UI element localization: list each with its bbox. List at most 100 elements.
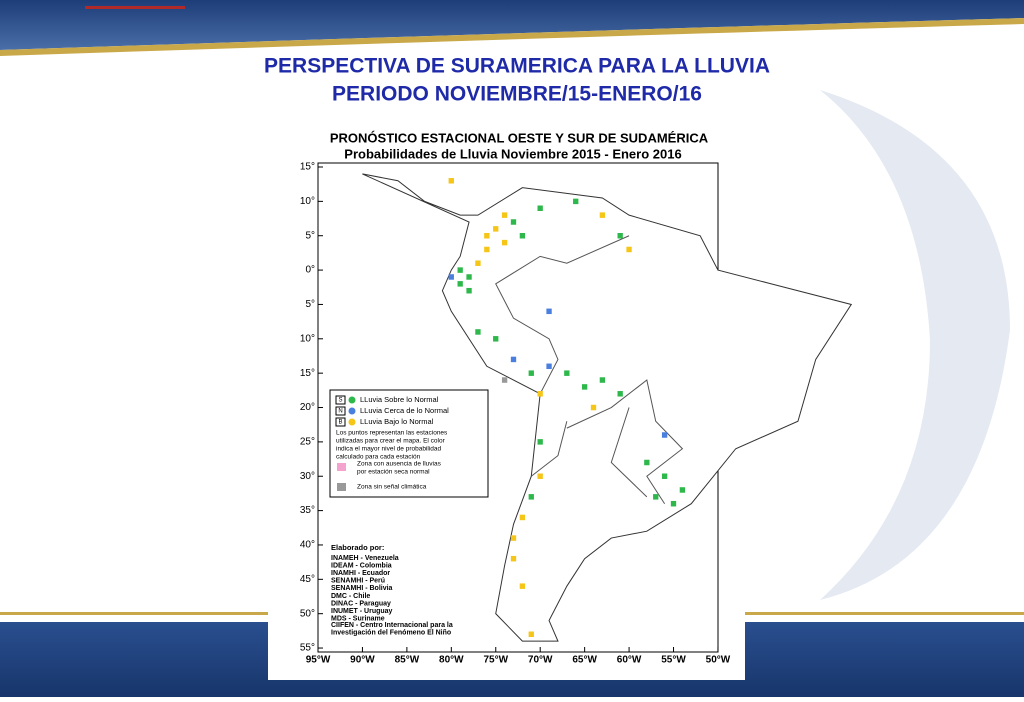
legend-key: B — [338, 420, 342, 426]
station — [644, 459, 650, 466]
station — [519, 232, 526, 239]
lon-label: 95°W — [306, 655, 331, 666]
station — [528, 494, 534, 500]
lon-label: 50°W — [706, 655, 731, 666]
station — [519, 583, 526, 589]
lon-label: 90°W — [350, 655, 375, 666]
accent — [85, 6, 185, 9]
zone-label: por estación seca normal — [357, 469, 430, 476]
slide-title: PERSPECTIVA DE SURAMERICA PARA LA LLUVIA — [264, 55, 770, 78]
credits-title: Elaborado por: — [331, 543, 384, 552]
lat-label: 15° — [300, 368, 315, 379]
coastline — [362, 174, 851, 641]
lon-label: 80°W — [439, 655, 464, 666]
credit: INUMET - Uruguay — [331, 608, 393, 615]
zone-label: Zona sin señal climática — [357, 484, 427, 491]
map-title: PRONÓSTICO ESTACIONAL OESTE Y SUR DE SUD… — [330, 130, 709, 145]
map-geography — [362, 174, 851, 641]
station — [475, 260, 481, 266]
station — [590, 404, 597, 411]
legend-label: LLuvia Cerca de lo Normal — [360, 406, 449, 415]
station — [493, 336, 499, 342]
lon-label: 65°W — [572, 655, 597, 666]
station — [617, 232, 623, 239]
station — [661, 432, 668, 438]
credit: SENAMHI - Perú — [331, 578, 385, 585]
legend-swatch — [348, 418, 356, 426]
station — [510, 356, 517, 363]
lat-label: 10° — [300, 333, 315, 344]
station — [466, 274, 472, 280]
lon-label: 55°W — [661, 655, 686, 666]
lat-label: 30° — [300, 471, 315, 482]
legend-swatch — [348, 396, 356, 404]
lat-label: 40° — [300, 540, 315, 551]
station — [510, 535, 517, 541]
legend-note: Los puntos representan las estaciones — [336, 430, 448, 437]
lat-label: 0° — [305, 265, 315, 276]
legend-note: calculado para cada estación — [336, 454, 421, 461]
lat-label: 5° — [305, 230, 315, 241]
station — [493, 226, 499, 232]
station — [546, 363, 552, 370]
station — [670, 500, 677, 507]
lat-label: 35° — [300, 505, 315, 516]
gold-line — [0, 18, 1024, 56]
credit-footer: CIIFEN - Centro Internacional para la — [331, 622, 453, 629]
lon-label: 75°W — [483, 655, 508, 666]
lon-label: 85°W — [395, 655, 420, 666]
station — [653, 494, 659, 500]
station — [501, 377, 508, 383]
station — [475, 329, 481, 335]
lon-label: 60°W — [617, 655, 642, 666]
lat-label: 5° — [305, 299, 315, 310]
station — [484, 246, 490, 253]
credit: MDS - Suriname — [331, 616, 385, 623]
station — [466, 287, 472, 294]
legend-swatch — [348, 407, 356, 415]
legend-label: LLuvia Sobre lo Normal — [360, 395, 439, 404]
credit: IDEAM - Colombia — [331, 562, 392, 569]
lon-label: 70°W — [528, 655, 553, 666]
station — [528, 631, 534, 638]
credit-footer: Investigación del Fenómeno El Niño — [331, 629, 451, 636]
station — [617, 391, 623, 397]
credit: DINAC - Paraguay — [331, 600, 391, 607]
station — [626, 246, 632, 253]
legend-note: indica el mayor nivel de probabilidad — [336, 446, 442, 453]
map-subtitle: Probabilidades de Lluvia Noviembre 2015 … — [344, 146, 681, 161]
lat-label: 20° — [300, 402, 315, 413]
borders — [496, 236, 683, 504]
station — [519, 514, 526, 521]
legend-key-box — [335, 395, 346, 405]
station — [501, 212, 508, 218]
credit: DMC - Chile — [331, 593, 370, 600]
watermark — [820, 90, 1010, 600]
lat-label: 15° — [300, 162, 315, 173]
credit: INAMHI - Ecuador — [331, 570, 390, 577]
station — [661, 473, 668, 479]
slide-title: PERIODO NOVIEMBRE/15-ENERO/16 — [332, 83, 702, 106]
legend-note: utilizadas para crear el mapa. El color — [336, 438, 446, 445]
station — [457, 267, 463, 273]
station — [679, 487, 686, 493]
station — [564, 370, 570, 376]
station — [537, 473, 543, 479]
station — [528, 370, 534, 376]
station — [501, 239, 508, 246]
station — [599, 377, 606, 383]
zone-swatch — [337, 463, 346, 471]
legend-label: LLuvia Bajo lo Normal — [360, 417, 434, 426]
station — [537, 439, 543, 445]
station — [484, 232, 490, 239]
lat-label: 45° — [300, 574, 315, 585]
station — [448, 274, 454, 280]
legend-key-box — [335, 406, 346, 416]
station — [546, 308, 552, 315]
credit: SENAMHI - Bolivia — [331, 585, 393, 592]
legend-key: N — [338, 409, 342, 415]
lat-label: 25° — [300, 437, 315, 448]
top-band — [0, 0, 1024, 50]
station — [457, 281, 463, 287]
